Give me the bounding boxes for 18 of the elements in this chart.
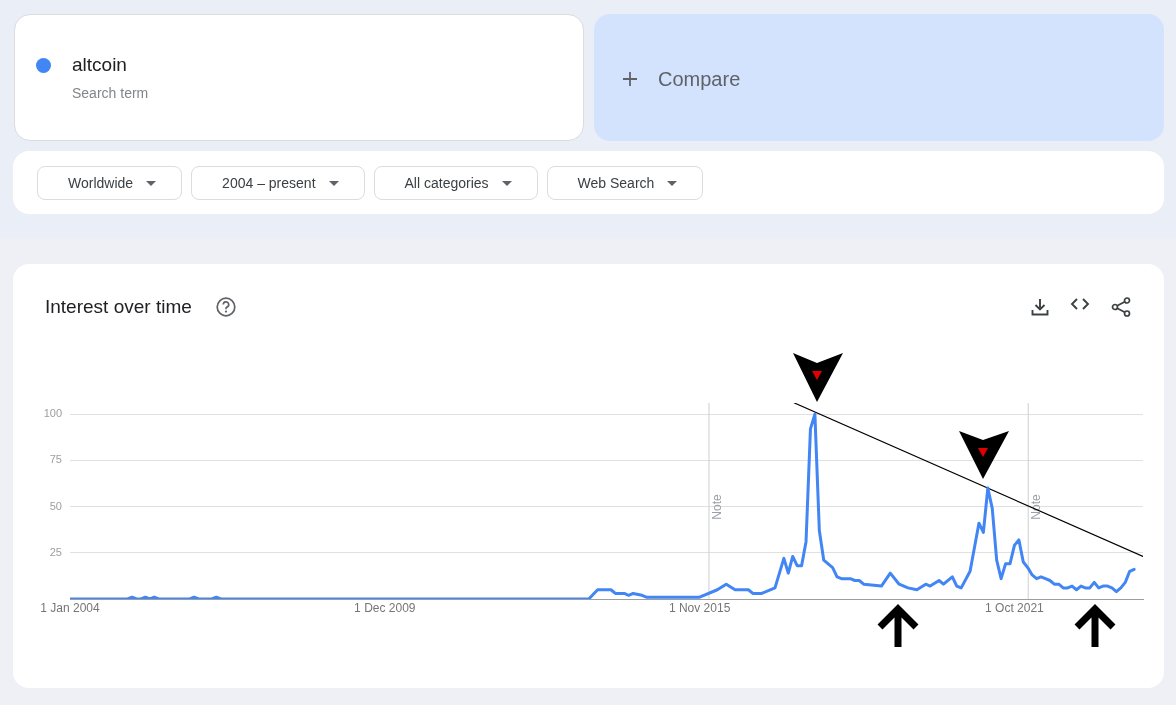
x-tick-label: 1 Oct 2021 xyxy=(985,600,1045,615)
text: Compare xyxy=(658,67,741,92)
text: Search term xyxy=(72,84,149,102)
x-tick-label: 1 Dec 2009 xyxy=(354,600,416,615)
ref-line-label: Note xyxy=(1029,494,1044,520)
legend-label: altcoin xyxy=(72,53,127,77)
y-tick-label: 100 xyxy=(43,407,62,420)
x-tick-label: 1 Nov 2015 xyxy=(668,600,731,615)
text: 2004 – present xyxy=(222,175,316,191)
text: All categories xyxy=(404,175,489,191)
y-tick-label: 25 xyxy=(49,545,62,558)
text: Web Search xyxy=(577,175,655,191)
y-tick-label: 75 xyxy=(49,453,62,466)
text: Worldwide xyxy=(68,175,134,191)
x-tick-label: 1 Jan 2004 xyxy=(40,600,101,615)
y-tick-label: 50 xyxy=(49,499,62,512)
chart-title: Interest over time xyxy=(45,295,192,319)
ref-line-label: Note xyxy=(709,494,724,520)
